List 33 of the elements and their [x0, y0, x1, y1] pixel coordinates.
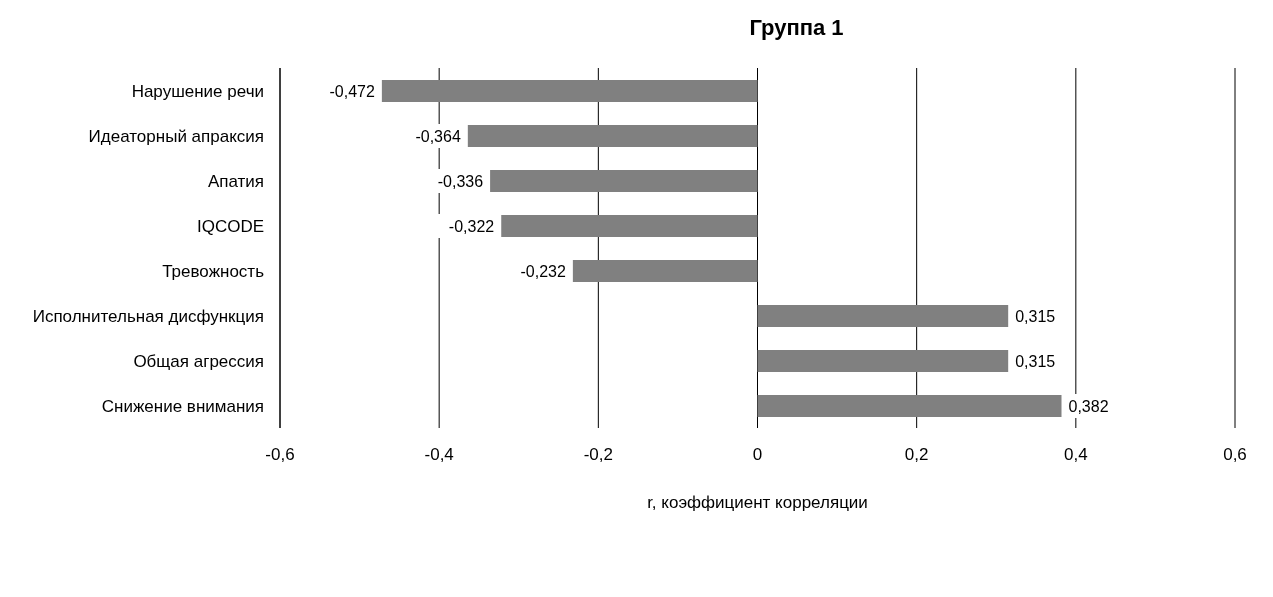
y-tick-label: Идеаторный апраксия: [88, 126, 264, 146]
bar: [467, 125, 758, 147]
data-label: -0,364: [415, 128, 461, 145]
bar: [572, 260, 758, 282]
bar: [501, 215, 758, 237]
x-axis-title: r, коэффициент корреляции: [647, 493, 868, 512]
y-tick-label: Снижение внимания: [101, 396, 264, 416]
x-tick-label: -0,6: [265, 445, 295, 465]
y-tick-label: Тревожность: [162, 261, 265, 281]
chart-title: Группа 1: [748, 14, 845, 42]
x-tick-label: 0,6: [1223, 445, 1247, 465]
x-tick-label: -0,4: [424, 445, 454, 465]
bar: [381, 80, 758, 102]
data-label: 0,315: [1015, 308, 1056, 325]
data-label: -0,336: [437, 173, 484, 190]
bar: [757, 305, 1009, 327]
x-tick-label: -0,2: [583, 445, 613, 465]
data-label: 0,382: [1068, 398, 1109, 415]
y-tick-label: Общая агрессия: [133, 351, 264, 371]
x-tick-label: 0,4: [1064, 445, 1088, 465]
bar: [757, 395, 1062, 417]
bar: [757, 350, 1009, 372]
x-tick-label: 0: [752, 445, 763, 465]
data-label: 0,315: [1015, 353, 1056, 370]
x-tick-label: 0,2: [904, 445, 929, 465]
data-label: -0,232: [520, 263, 566, 280]
y-tick-label: Исполнительная дисфункция: [32, 306, 264, 326]
data-label: -0,472: [329, 83, 375, 100]
y-tick-label: Апатия: [207, 171, 264, 191]
bar: [490, 170, 758, 192]
y-tick-label: IQCODE: [196, 216, 264, 236]
data-label: -0,322: [448, 218, 495, 235]
y-tick-label: Нарушение речи: [131, 81, 264, 101]
